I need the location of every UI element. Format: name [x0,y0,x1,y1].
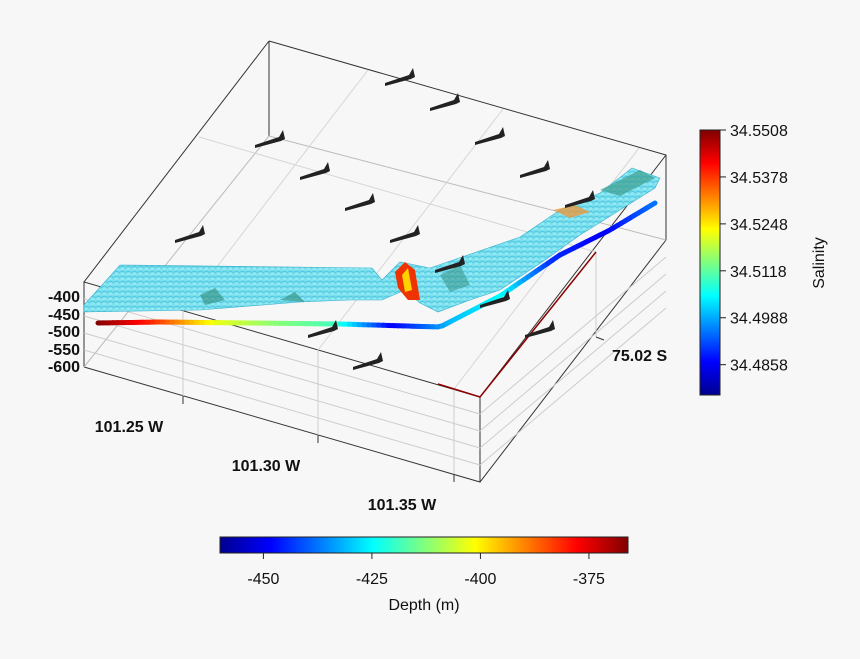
current-arrow [525,320,555,338]
current-arrow [435,255,465,273]
salinity-tick-label: 34.5378 [730,170,788,187]
current-arrow [385,68,415,86]
x-tick-label: 101.35 W [368,497,437,514]
current-arrow [175,225,205,243]
current-arrow [308,320,338,338]
depth-tick-label: -450 [247,571,279,588]
current-arrow [480,290,510,308]
z-tick-label: -550 [48,342,80,359]
auv-track-line [95,200,658,330]
track-segment [648,200,658,209]
salinity-tick-label: 34.5508 [730,123,788,140]
x-axis: 101.25 W 101.30 W 101.35 W [95,396,455,514]
z-tick-label: -400 [48,289,80,306]
current-arrow [300,162,330,180]
current-arrow [430,93,460,111]
x-tick-label: 101.30 W [232,458,301,475]
depth-tick-label: -375 [573,571,605,588]
salinity-colorbar: 34.5508 34.5378 34.5248 34.5118 34.4988 34.48… [699,123,828,396]
salinity-colorbar-gradient [699,129,721,396]
current-arrow [255,130,285,148]
z-axis: -400 -450 -500 -550 -600 [48,289,80,376]
current-arrow [565,190,595,208]
current-arrow [520,160,550,178]
current-arrow [475,127,505,145]
seafloor-surface [83,167,661,313]
z-tick-label: -600 [48,359,80,376]
salinity-colorbar-label: Salinity [811,237,828,289]
depth-colorbar: -450 -425 -400 -375 Depth (m) [219,536,629,614]
depth-tick-label: -425 [356,571,388,588]
salinity-tick-label: 34.4858 [730,358,788,375]
y-tick-label: 75.02 S [612,348,667,365]
z-tick-label: -500 [48,324,80,341]
y-axis: 75.02 S [595,336,667,365]
depth-colorbar-gradient [219,536,629,554]
current-arrow [345,193,375,211]
current-arrow [353,352,383,370]
current-arrows [175,68,595,370]
salinity-tick-label: 34.5248 [730,217,788,234]
current-arrow [390,225,420,243]
salinity-tick-label: 34.4988 [730,311,788,328]
z-tick-label: -450 [48,307,80,324]
plot-box [83,40,667,483]
depth-tick-label: -400 [464,571,496,588]
depth-colorbar-label: Depth (m) [388,597,459,614]
x-tick-label: 101.25 W [95,419,164,436]
salinity-tick-label: 34.5118 [730,264,787,281]
